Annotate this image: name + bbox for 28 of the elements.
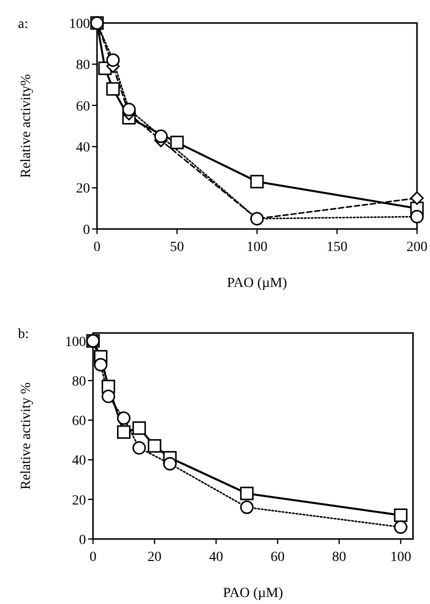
y-tick-label: 40 (72, 454, 86, 469)
y-axis-title: Relative activity % (19, 382, 34, 490)
x-tick-label: 0 (94, 240, 100, 255)
y-tick-label: 60 (72, 414, 86, 430)
x-tick-label: 20 (148, 550, 162, 565)
x-tick-label: 80 (332, 550, 346, 565)
y-tick-label: 80 (72, 374, 86, 390)
chart-title: a: (18, 17, 28, 32)
y-axis-title: Relative activity% (19, 74, 34, 178)
y-tick-label: 40 (76, 140, 90, 156)
x-tick-label: 60 (270, 550, 285, 565)
y-tick-label: 0 (83, 222, 90, 238)
y-tick-label: 100 (65, 334, 86, 350)
chart-title: b: (18, 327, 29, 342)
y-tick-label: 0 (79, 532, 86, 548)
y-tick-label: 20 (76, 182, 90, 197)
x-tick-label: 100 (246, 240, 268, 255)
x-tick-label: 50 (170, 240, 184, 255)
x-axis-title: PAO (µM) (222, 586, 284, 601)
x-axis-title: PAO (µM) (226, 276, 288, 291)
x-tick-label: 40 (209, 550, 224, 565)
y-tick-label: 60 (76, 99, 90, 114)
x-tick-label: 100 (390, 550, 412, 565)
x-tick-label: 150 (326, 240, 348, 255)
y-tick-label: 20 (72, 493, 86, 508)
x-tick-label: 200 (406, 240, 428, 255)
y-tick-label: 100 (69, 16, 90, 32)
y-tick-label: 80 (76, 58, 90, 74)
